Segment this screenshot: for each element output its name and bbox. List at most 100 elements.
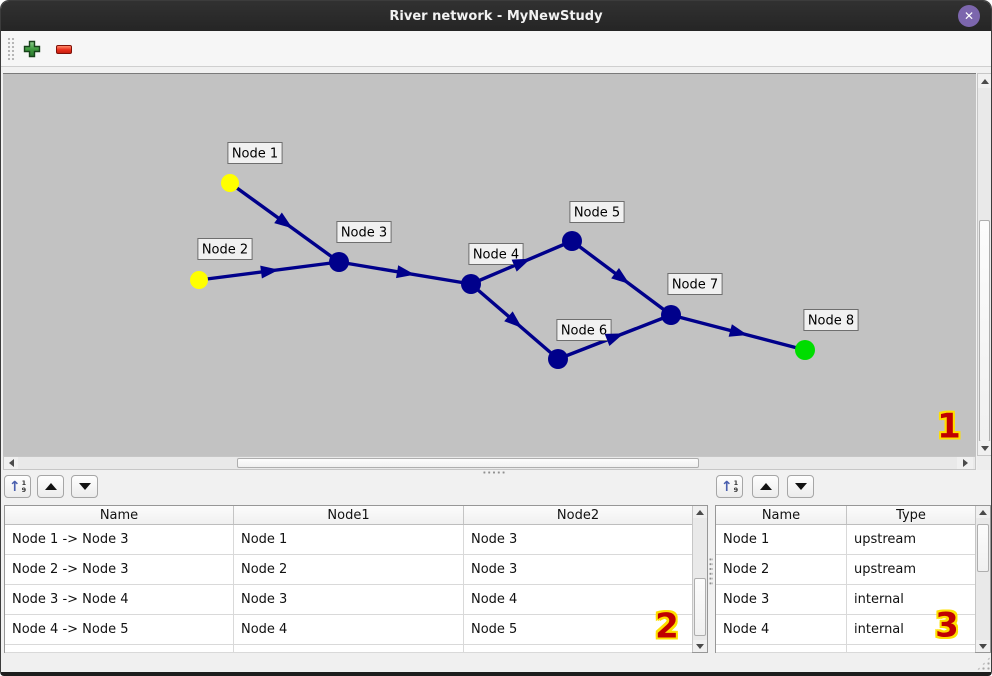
scroll-left-button[interactable] [4,457,18,469]
triangle-left-icon [8,459,14,467]
canvas-hscrollbar[interactable] [3,456,976,470]
vscrollbar-thumb[interactable] [979,220,990,442]
canvas-vscrollbar[interactable] [977,73,991,456]
down-arrow-icon [78,483,91,490]
scroll-up-button[interactable] [693,506,707,518]
graph-node[interactable] [461,274,481,294]
resize-grip-icon[interactable] [976,656,991,671]
hscrollbar-thumb[interactable] [237,458,699,468]
scroll-down-button[interactable] [978,441,991,455]
vertical-splitter-grip[interactable] [709,557,713,587]
cell-type[interactable]: upstream [854,532,917,547]
table-row-partial[interactable] [716,645,975,653]
table-row[interactable]: Node 2 -> Node 3 Node 2 Node 3 [5,555,692,585]
column-header-name[interactable]: Name [716,506,847,524]
cell-name[interactable]: Node 3 -> Node 4 [5,585,234,614]
nodes-move-up-button[interactable] [752,475,779,498]
cell-node1[interactable]: Node 1 [234,525,464,554]
network-canvas[interactable]: Node 1 Node 2 Node 3 Node 4 Node 5 Node 6 Node… [3,73,976,456]
edge-arrowhead-icon [396,265,415,279]
cell-node1[interactable]: Node 3 [234,585,464,614]
svg-text:Node 2: Node 2 [202,243,248,258]
close-button[interactable]: ✕ [958,5,980,27]
graph-node[interactable] [562,231,582,251]
triangle-down-icon [696,643,704,649]
graph-node[interactable] [661,305,681,325]
scroll-up-button[interactable] [978,74,991,88]
cell-name[interactable]: Node 3 [716,585,847,614]
remove-button[interactable] [53,38,75,60]
graph-node[interactable] [548,349,568,369]
plus-icon [23,40,41,58]
cell-type[interactable]: internal [854,622,904,637]
svg-text:Node 5: Node 5 [574,206,620,221]
edges-table: Name Node1 Node2 Node 1 -> Node 3 Node 1… [4,505,708,653]
node-label: Node 6 [556,319,612,341]
svg-text:Node 7: Node 7 [672,278,718,293]
svg-text:Node 4: Node 4 [473,248,519,263]
vscrollbar-thumb[interactable] [977,524,989,572]
cell-type[interactable]: internal [854,592,904,607]
add-button[interactable] [21,38,43,60]
node-label: Node 7 [667,273,723,295]
node-label: Node 5 [569,201,625,223]
scroll-right-button[interactable] [957,457,973,469]
cell-node1[interactable]: Node 2 [234,555,464,584]
triangle-down-icon [979,643,987,649]
cell-name[interactable]: Node 1 -> Node 3 [5,525,234,554]
edge-arrowhead-icon [504,311,523,329]
graph-node[interactable] [190,271,208,289]
svg-text:Node 3: Node 3 [341,226,387,241]
vscrollbar-thumb[interactable] [694,578,706,636]
node-label: Node 8 [803,309,859,331]
table-row[interactable]: Node 3 -> Node 4 Node 3 Node 4 [5,585,692,615]
column-header-type[interactable]: Type [896,507,926,523]
svg-text:Node 8: Node 8 [808,314,854,329]
graph-node[interactable] [795,340,815,360]
edge-arrowhead-icon [260,265,279,279]
table-row[interactable]: Node 4 -> Node 5 Node 4 Node 5 [5,615,692,645]
table-row[interactable]: Node 1 upstream [716,525,975,555]
cell-name[interactable]: Node 2 -> Node 3 [5,555,234,584]
table-row[interactable]: Node 1 -> Node 3 Node 1 Node 3 [5,525,692,555]
graph-node[interactable] [221,174,239,192]
node-label: Node 4 [468,243,524,265]
scroll-down-button[interactable] [976,640,990,652]
cell-node2[interactable]: Node 4 [471,592,518,607]
cell-name[interactable]: Node 2 [716,555,847,584]
titlebar[interactable]: River network - MyNewStudy ✕ [1,1,991,31]
cell-type[interactable]: upstream [854,562,917,577]
status-bar [1,653,991,672]
cell-name[interactable]: Node 4 -> Node 5 [5,615,234,644]
column-header-node2[interactable]: Node2 [556,507,600,523]
cell-name[interactable]: Node 1 [716,525,847,554]
table-row-partial[interactable] [5,645,692,653]
cell-node2[interactable]: Node 3 [471,562,518,577]
scroll-down-button[interactable] [693,640,707,652]
minus-icon [56,44,72,54]
up-arrow-icon [759,483,772,490]
node-label: Node 3 [336,221,392,243]
cell-node2[interactable]: Node 3 [471,532,518,547]
scrollbar-corner [977,456,991,470]
toolbar-drag-handle[interactable] [7,37,15,61]
nodes-move-down-button[interactable] [787,475,814,498]
cell-node1[interactable]: Node 4 [234,615,464,644]
edges-move-up-button[interactable] [37,475,64,498]
edges-move-down-button[interactable] [71,475,98,498]
nodes-table-vscrollbar[interactable] [975,506,990,652]
table-row[interactable]: Node 2 upstream [716,555,975,585]
graph-node[interactable] [329,252,349,272]
edges-table-vscrollbar[interactable] [692,506,707,652]
table-row[interactable]: Node 3 internal [716,585,975,615]
column-header-node1[interactable]: Node1 [234,506,464,524]
cell-node2[interactable]: Node 5 [471,622,518,637]
cell-name[interactable]: Node 4 [716,615,847,644]
table-row[interactable]: Node 4 internal [716,615,975,645]
scroll-up-button[interactable] [976,506,990,518]
triangle-up-icon [696,509,704,515]
nodes-table-header: Name Type [716,506,975,525]
column-header-name[interactable]: Name [5,506,234,524]
